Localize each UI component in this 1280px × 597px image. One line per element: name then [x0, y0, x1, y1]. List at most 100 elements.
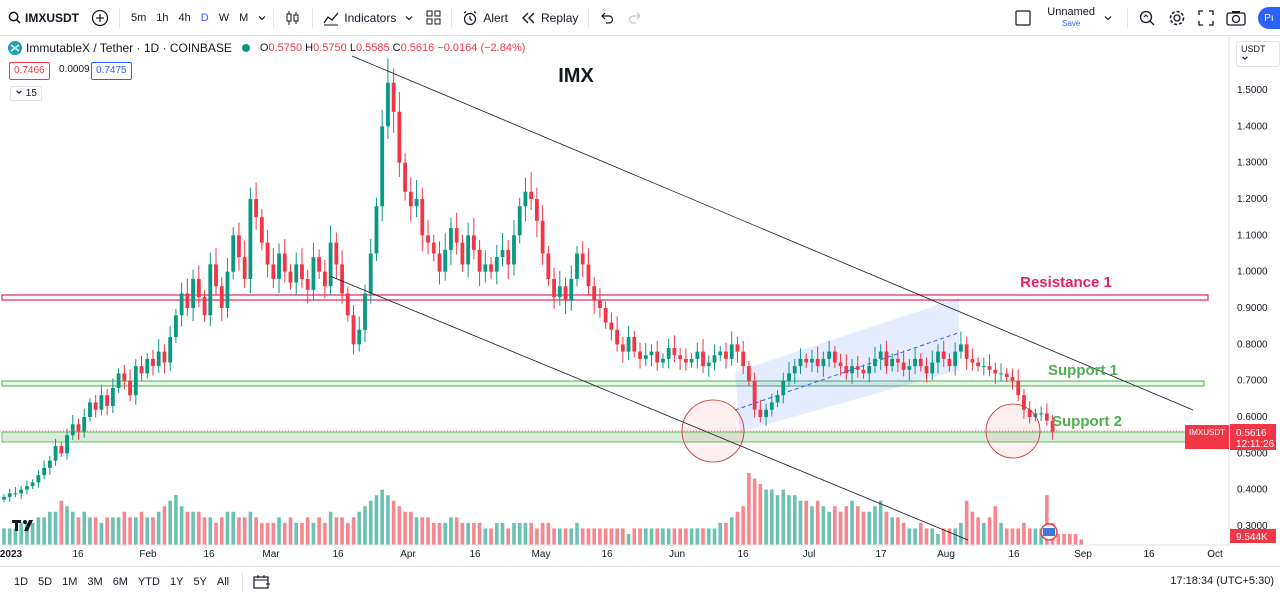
candle-body — [397, 111, 402, 163]
volume-bar — [357, 511, 362, 545]
interval-w[interactable]: W — [218, 11, 230, 24]
candle-body — [116, 373, 121, 388]
range-1m[interactable]: 1M — [62, 576, 78, 588]
undo-icon — [601, 12, 614, 24]
interval-5m[interactable]: 5m — [131, 11, 147, 24]
date-range-icon[interactable] — [253, 574, 271, 590]
candle-body — [368, 253, 373, 294]
volume-bar — [867, 511, 872, 545]
symbol-title[interactable]: ImmutableX / Tether · 1D · COINBASE — [26, 41, 232, 55]
volume-bar — [907, 528, 912, 545]
candle-body — [901, 362, 906, 370]
volume-bar — [1010, 528, 1015, 545]
volume-bar — [420, 517, 425, 545]
volume-bar — [82, 511, 87, 545]
candle-body — [110, 387, 115, 407]
layout-name[interactable]: Unnamed Save — [1047, 7, 1095, 29]
range-ytd[interactable]: YTD — [137, 576, 160, 588]
volume-bar — [815, 500, 820, 545]
volume-bar — [36, 517, 41, 545]
volume-bar — [563, 528, 568, 545]
candle-body — [643, 355, 648, 359]
candle-body — [449, 228, 453, 250]
range-1d[interactable]: 1D — [14, 576, 29, 588]
sell-price-button[interactable]: 0.7466 — [9, 62, 50, 80]
candle-body — [93, 402, 98, 410]
last-price-symbol: IMXUSDT — [1189, 428, 1225, 437]
range-6m[interactable]: 6M — [112, 576, 128, 588]
candle-body — [947, 358, 952, 367]
replay-button[interactable]: Replay — [514, 0, 584, 36]
volume-bar — [770, 489, 774, 545]
chart-type-button[interactable] — [278, 0, 308, 36]
tradingview-logo[interactable] — [12, 518, 38, 532]
highlight-circle-june — [681, 399, 745, 463]
candle-body — [569, 278, 574, 301]
candle-body — [649, 351, 654, 356]
rising-channel — [735, 298, 959, 432]
chevron-down-icon[interactable] — [257, 13, 267, 23]
candle-body — [225, 271, 230, 308]
volume-bar — [472, 522, 476, 545]
candle-body — [941, 351, 946, 359]
gear-icon[interactable] — [1168, 9, 1186, 27]
volume-bar — [374, 495, 379, 545]
buy-price-button[interactable]: 0.7475 — [91, 62, 132, 80]
timezone-clock[interactable]: 17:18:34 (UTC+5:30) — [1170, 575, 1274, 587]
volume-bar — [580, 528, 585, 545]
alert-button[interactable]: Alert — [456, 0, 514, 36]
last-price-value: 0.5616 — [1236, 428, 1267, 439]
volume-bar — [758, 484, 763, 545]
volume-bar — [529, 522, 533, 545]
range-3m[interactable]: 3M — [87, 576, 103, 588]
candle-body — [82, 417, 87, 432]
candle-body — [403, 162, 407, 192]
price-chart[interactable]: 1.5000 1.4000 1.3000 1.2000 1.1000 1.0000 0.90… — [0, 36, 1280, 566]
volume-bar — [959, 522, 963, 545]
interval-4h[interactable]: 4h — [178, 11, 191, 24]
range-5d[interactable]: 5D — [38, 576, 53, 588]
checkbox-icon[interactable] — [1015, 10, 1031, 26]
candle-body — [512, 235, 516, 265]
undo-button[interactable] — [593, 0, 621, 36]
interval-m[interactable]: M — [239, 11, 249, 24]
volume-bar — [987, 517, 992, 545]
indicator-count-toggle[interactable]: 15 — [10, 86, 42, 101]
candle-body — [873, 358, 877, 367]
candle-body — [1004, 373, 1009, 378]
toolbar-divider — [451, 7, 453, 28]
candle-body — [987, 366, 992, 370]
layouts-button[interactable] — [420, 0, 447, 36]
fullscreen-icon[interactable] — [1198, 10, 1214, 26]
indicators-button[interactable]: Indicators — [317, 0, 420, 36]
interval-d[interactable]: D — [200, 11, 209, 24]
volume-bar — [431, 522, 436, 545]
camera-icon[interactable] — [1226, 10, 1246, 26]
quick-search-icon[interactable] — [1138, 9, 1156, 27]
publish-button[interactable]: Pı — [1258, 7, 1280, 29]
candle-body — [122, 373, 127, 381]
symbol-label: IMXUSDT — [25, 10, 79, 25]
toolbar-divider — [242, 572, 244, 592]
symbol-search-button[interactable]: IMXUSDT — [0, 0, 85, 36]
candle-body — [174, 315, 178, 338]
volume-bar — [19, 522, 23, 545]
volume-bar — [1004, 528, 1009, 545]
range-all[interactable]: All — [216, 576, 230, 588]
volume-bar — [191, 511, 195, 545]
volume-bar — [380, 489, 384, 545]
redo-button[interactable] — [621, 0, 649, 36]
alarm-clock-icon — [463, 10, 477, 25]
candle-body — [861, 369, 866, 374]
volume-bar — [437, 522, 442, 545]
compare-button[interactable] — [85, 0, 115, 36]
chevron-down-icon[interactable] — [1103, 13, 1113, 23]
range-1y[interactable]: 1Y — [169, 576, 184, 588]
candle-body — [340, 264, 344, 294]
volume-bar — [300, 522, 304, 545]
interval-1h[interactable]: 1h — [156, 11, 169, 24]
volume-bar — [1016, 528, 1021, 545]
volume-bar — [1045, 495, 1049, 545]
candle-body — [420, 199, 425, 236]
range-5y[interactable]: 5Y — [193, 576, 207, 588]
